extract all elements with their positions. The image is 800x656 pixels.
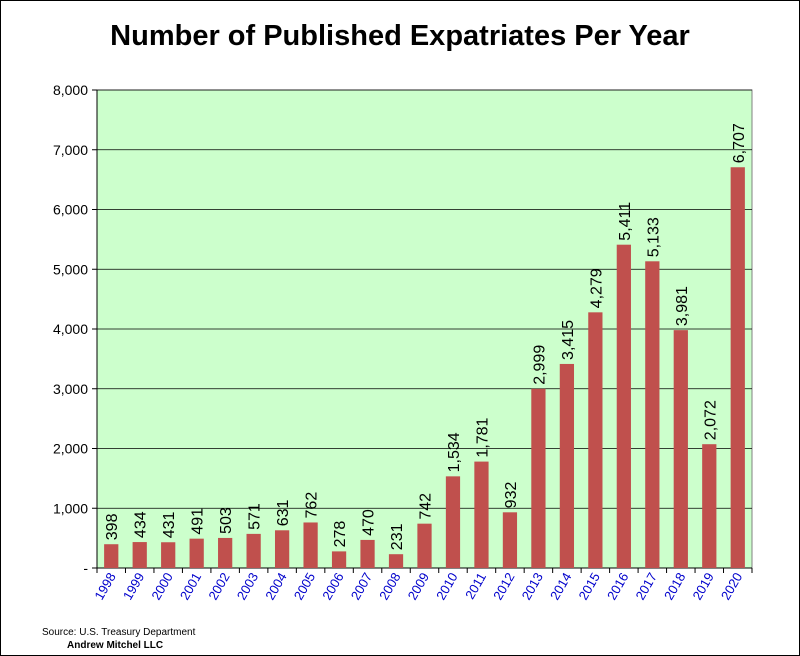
y-tick-label: 1,000 <box>53 500 88 516</box>
x-tick-label: 2013 <box>519 570 546 603</box>
bar-value-label: 1,534 <box>446 432 463 472</box>
x-tick-label: 1999 <box>120 570 147 603</box>
x-tick-label: 2018 <box>661 570 688 603</box>
bar <box>502 512 518 568</box>
y-tick-label: 3,000 <box>53 381 88 397</box>
x-tick-label: 2002 <box>205 570 232 603</box>
bar-value-label: 470 <box>361 509 378 536</box>
bar <box>645 261 660 568</box>
source-note: Source: U.S. Treasury Department <box>42 627 196 638</box>
x-tick-label: 2019 <box>689 570 716 603</box>
bar <box>616 244 631 568</box>
bar <box>730 167 745 568</box>
bar <box>360 539 375 568</box>
bar-value-label: 5,133 <box>645 217 662 257</box>
x-tick-label: 2015 <box>576 570 603 603</box>
bar-value-label: 231 <box>389 523 406 550</box>
x-tick-label: 2001 <box>177 570 204 603</box>
bar <box>702 444 717 568</box>
bar <box>331 551 347 568</box>
x-tick-label: 2004 <box>262 570 289 603</box>
x-tick-label: 2017 <box>632 570 659 603</box>
bar <box>274 530 290 568</box>
bar <box>246 533 261 568</box>
bar <box>559 363 575 568</box>
bar-value-label: 5,411 <box>617 202 634 241</box>
bar <box>303 522 318 568</box>
bar <box>417 523 432 568</box>
bar <box>189 538 204 568</box>
y-tick-label: 2,000 <box>53 441 88 457</box>
bar-value-label: 491 <box>190 508 207 535</box>
bar <box>445 476 461 568</box>
x-tick-label: 2014 <box>547 570 574 603</box>
bar-value-label: 932 <box>503 482 520 509</box>
y-tick-label: 8,000 <box>53 82 88 98</box>
bar-value-label: 398 <box>104 513 121 540</box>
bar <box>218 537 233 568</box>
y-tick-label: - <box>83 560 88 576</box>
x-tick-label: 2003 <box>234 570 261 603</box>
bar-value-label: 2,072 <box>702 400 719 440</box>
x-tick-label: 2005 <box>291 570 318 603</box>
bar-value-label: 503 <box>218 507 235 534</box>
bar <box>161 542 176 568</box>
bar <box>388 554 404 568</box>
bar-value-label: 3,415 <box>560 320 577 360</box>
y-tick-label: 4,000 <box>53 321 88 337</box>
y-tick-label: 6,000 <box>53 202 88 218</box>
x-tick-label: 2012 <box>490 570 517 603</box>
x-tick-label: 2006 <box>319 570 346 603</box>
bar-value-label: 571 <box>247 503 264 530</box>
y-tick-label: 7,000 <box>53 142 88 158</box>
x-tick-label: 2009 <box>405 570 432 603</box>
chart-title: Number of Published Expatriates Per Year <box>110 20 690 52</box>
bar-value-label: 3,981 <box>674 286 691 326</box>
bar-value-label: 762 <box>304 492 321 519</box>
bar <box>531 388 546 568</box>
bar-value-label: 631 <box>275 500 292 527</box>
bar <box>104 544 119 568</box>
bar <box>588 312 603 568</box>
bar-value-label: 278 <box>332 521 349 548</box>
bar <box>132 542 147 568</box>
x-tick-label: 2007 <box>348 570 375 603</box>
bar-value-label: 431 <box>161 511 178 538</box>
x-tick-label: 1998 <box>91 570 118 603</box>
bar <box>673 330 688 568</box>
bar-value-label: 2,999 <box>531 345 548 385</box>
x-tick-label: 2020 <box>718 570 745 603</box>
bar-value-label: 434 <box>133 511 150 538</box>
y-tick-label: 5,000 <box>53 261 88 277</box>
bar-value-label: 4,279 <box>588 268 605 308</box>
x-tick-label: 2000 <box>148 570 175 603</box>
x-tick-label: 2008 <box>376 570 403 603</box>
author-note: Andrew Mitchel LLC <box>67 640 164 651</box>
bar <box>474 461 489 568</box>
x-tick-label: 2016 <box>604 570 631 603</box>
bar-value-label: 742 <box>418 493 435 520</box>
bar-value-label: 1,781 <box>474 417 491 457</box>
x-tick-label: 2011 <box>462 570 489 602</box>
bar-value-label: 6,707 <box>731 123 748 163</box>
x-tick-label: 2010 <box>433 570 460 603</box>
